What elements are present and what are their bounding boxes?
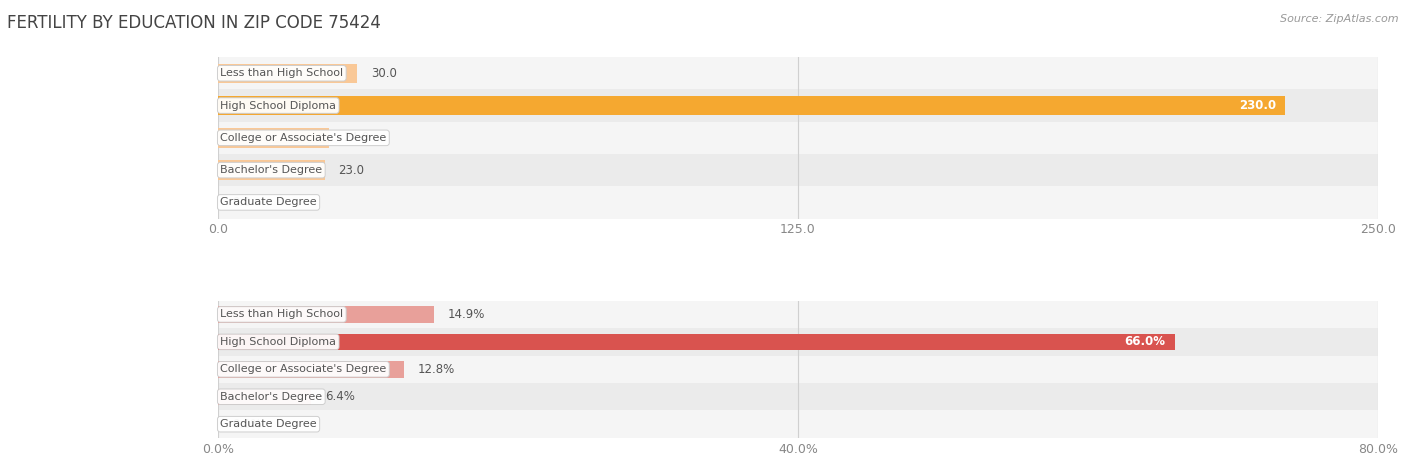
Bar bbox=[218, 96, 1285, 115]
Bar bbox=[218, 388, 311, 405]
Text: 0.0: 0.0 bbox=[232, 196, 250, 209]
Text: Source: ZipAtlas.com: Source: ZipAtlas.com bbox=[1281, 14, 1399, 24]
Bar bbox=[218, 410, 1378, 438]
Text: 30.0: 30.0 bbox=[371, 67, 396, 80]
Bar bbox=[218, 306, 434, 323]
Bar bbox=[218, 328, 1378, 356]
Text: 230.0: 230.0 bbox=[1239, 99, 1275, 112]
Text: 66.0%: 66.0% bbox=[1125, 336, 1166, 348]
Bar bbox=[218, 89, 1378, 122]
Text: 14.9%: 14.9% bbox=[449, 308, 485, 321]
Bar bbox=[218, 301, 1378, 328]
Text: 12.8%: 12.8% bbox=[418, 363, 454, 376]
Text: 0.0%: 0.0% bbox=[232, 418, 262, 431]
Text: Less than High School: Less than High School bbox=[221, 309, 343, 319]
Text: 23.0: 23.0 bbox=[339, 164, 364, 177]
Bar bbox=[218, 122, 1378, 154]
Text: Less than High School: Less than High School bbox=[221, 68, 343, 78]
Bar bbox=[218, 361, 404, 377]
Text: 24.0: 24.0 bbox=[343, 131, 370, 144]
Text: High School Diploma: High School Diploma bbox=[221, 337, 336, 347]
Bar bbox=[218, 186, 1378, 218]
Text: Bachelor's Degree: Bachelor's Degree bbox=[221, 392, 322, 402]
Bar bbox=[218, 64, 357, 83]
Bar bbox=[218, 57, 1378, 89]
Bar bbox=[218, 356, 1378, 383]
Text: 6.4%: 6.4% bbox=[325, 390, 354, 403]
Bar bbox=[218, 154, 1378, 186]
Bar bbox=[218, 128, 329, 148]
Text: Graduate Degree: Graduate Degree bbox=[221, 198, 316, 208]
Text: FERTILITY BY EDUCATION IN ZIP CODE 75424: FERTILITY BY EDUCATION IN ZIP CODE 75424 bbox=[7, 14, 381, 32]
Bar bbox=[218, 334, 1175, 350]
Text: Bachelor's Degree: Bachelor's Degree bbox=[221, 165, 322, 175]
Text: College or Associate's Degree: College or Associate's Degree bbox=[221, 133, 387, 143]
Bar bbox=[218, 160, 325, 180]
Text: High School Diploma: High School Diploma bbox=[221, 100, 336, 110]
Text: Graduate Degree: Graduate Degree bbox=[221, 419, 316, 429]
Text: College or Associate's Degree: College or Associate's Degree bbox=[221, 364, 387, 374]
Bar bbox=[218, 383, 1378, 410]
